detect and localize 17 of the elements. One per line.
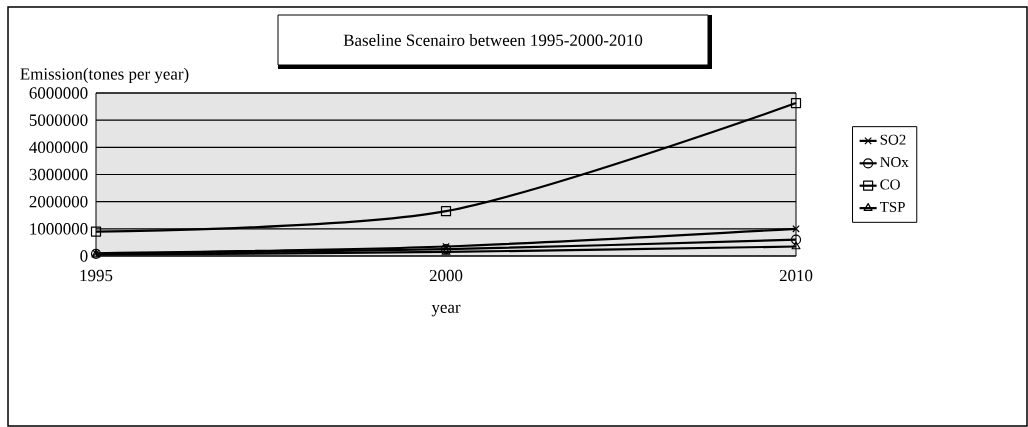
- legend-label: TSP: [879, 201, 905, 212]
- x-tick-label: 2000: [429, 269, 463, 282]
- y-axis-title: Emission(tones per year): [20, 67, 189, 84]
- y-tick-label: 2000000: [29, 195, 88, 208]
- x-tick-label: 2010: [779, 269, 813, 282]
- y-tick-label: 4000000: [29, 141, 88, 154]
- y-tick-label: 6000000: [29, 87, 88, 99]
- y-tick-label: 3000000: [29, 168, 88, 181]
- x-tick-label: 1995: [80, 269, 113, 282]
- legend-label: CO: [880, 179, 900, 190]
- x-axis-title: year: [431, 304, 461, 317]
- legend-label: SO2: [880, 134, 906, 145]
- y-tick-label: 0: [80, 250, 88, 262]
- legend-label: NOx: [880, 157, 909, 168]
- y-tick-label: 5000000: [29, 114, 88, 126]
- y-tick-label: 1000000: [30, 223, 88, 235]
- chart-title: Baseline Scenairo between 1995-2000-2010: [343, 34, 643, 46]
